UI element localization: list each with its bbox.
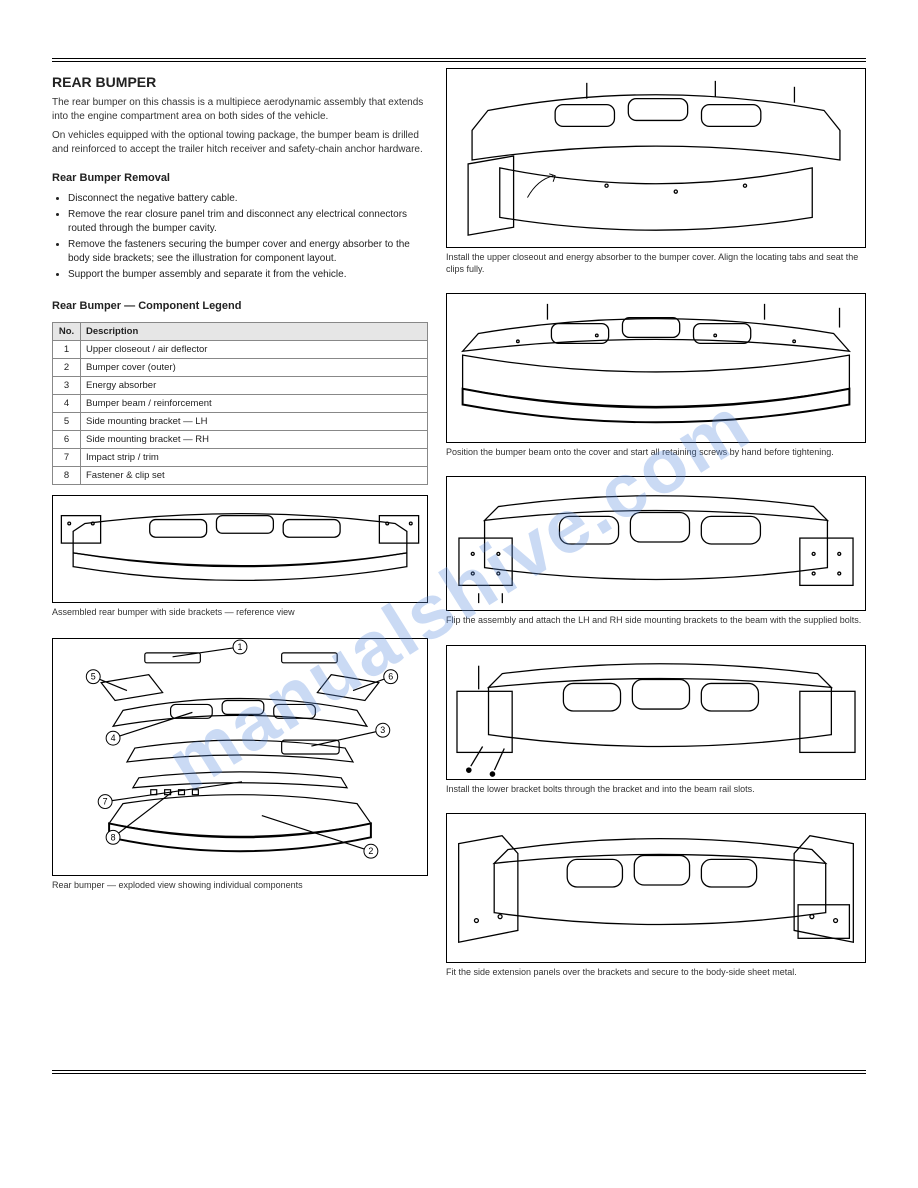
table-row: 6Side mounting bracket — RH (53, 431, 428, 449)
figure-step-1-caption: Install the upper closeout and energy ab… (446, 251, 866, 275)
figure-step-1 (446, 68, 866, 248)
svg-text:7: 7 (103, 797, 108, 807)
figure-exploded-svg: 1 5 6 4 3 7 2 8 (53, 639, 427, 875)
svg-text:6: 6 (388, 672, 393, 682)
figure-step-3-caption: Flip the assembly and attach the LH and … (446, 614, 866, 626)
svg-text:3: 3 (380, 725, 385, 735)
figure-step-5 (446, 813, 866, 963)
svg-text:5: 5 (91, 672, 96, 682)
table-row: 8Fastener & clip set (53, 467, 428, 485)
svg-text:8: 8 (111, 832, 116, 842)
removal-heading: Rear Bumper Removal (52, 172, 428, 184)
intro-para-1: The rear bumper on this chassis is a mul… (52, 96, 428, 123)
figure-step-2 (446, 293, 866, 443)
figure-exploded-caption: Rear bumper — exploded view showing indi… (52, 879, 428, 891)
svg-text:2: 2 (368, 846, 373, 856)
figure-step-4 (446, 645, 866, 780)
table-row: 7Impact strip / trim (53, 449, 428, 467)
intro-para-2: On vehicles equipped with the optional t… (52, 129, 428, 156)
table-row: 5Side mounting bracket — LH (53, 413, 428, 431)
figure-step-4-caption: Install the lower bracket bolts through … (446, 783, 866, 795)
page-header (52, 36, 866, 50)
figure-assembled-svg (53, 496, 427, 602)
table-row: 1Upper closeout / air deflector (53, 341, 428, 359)
svg-text:1: 1 (238, 642, 243, 652)
parts-head-desc: Description (81, 323, 428, 341)
figure-exploded: 1 5 6 4 3 7 2 8 (52, 638, 428, 876)
parts-head-no: No. (53, 323, 81, 341)
removal-step: Support the bumper assembly and separate… (68, 268, 428, 282)
svg-text:4: 4 (111, 733, 116, 743)
removal-step: Remove the fasteners securing the bumper… (68, 238, 428, 266)
figure-step-2-caption: Position the bumper beam onto the cover … (446, 446, 866, 458)
footer-rule (52, 1070, 866, 1074)
table-row: 3Energy absorber (53, 377, 428, 395)
figure-step-3 (446, 476, 866, 611)
figure-assembled (52, 495, 428, 603)
header-rule (52, 58, 866, 62)
table-row: 4Bumper beam / reinforcement (53, 395, 428, 413)
figure-step-5-caption: Fit the side extension panels over the b… (446, 966, 866, 978)
removal-step: Remove the rear closure panel trim and d… (68, 208, 428, 236)
parts-table: No. Description 1Upper closeout / air de… (52, 322, 428, 485)
page-footer (52, 1082, 866, 1096)
parts-table-title: Rear Bumper — Component Legend (52, 300, 428, 312)
removal-step: Disconnect the negative battery cable. (68, 192, 428, 206)
section-title: REAR BUMPER (52, 74, 428, 90)
figure-assembled-caption: Assembled rear bumper with side brackets… (52, 606, 428, 618)
table-row: 2Bumper cover (outer) (53, 359, 428, 377)
removal-steps: Disconnect the negative battery cable. R… (68, 192, 428, 284)
